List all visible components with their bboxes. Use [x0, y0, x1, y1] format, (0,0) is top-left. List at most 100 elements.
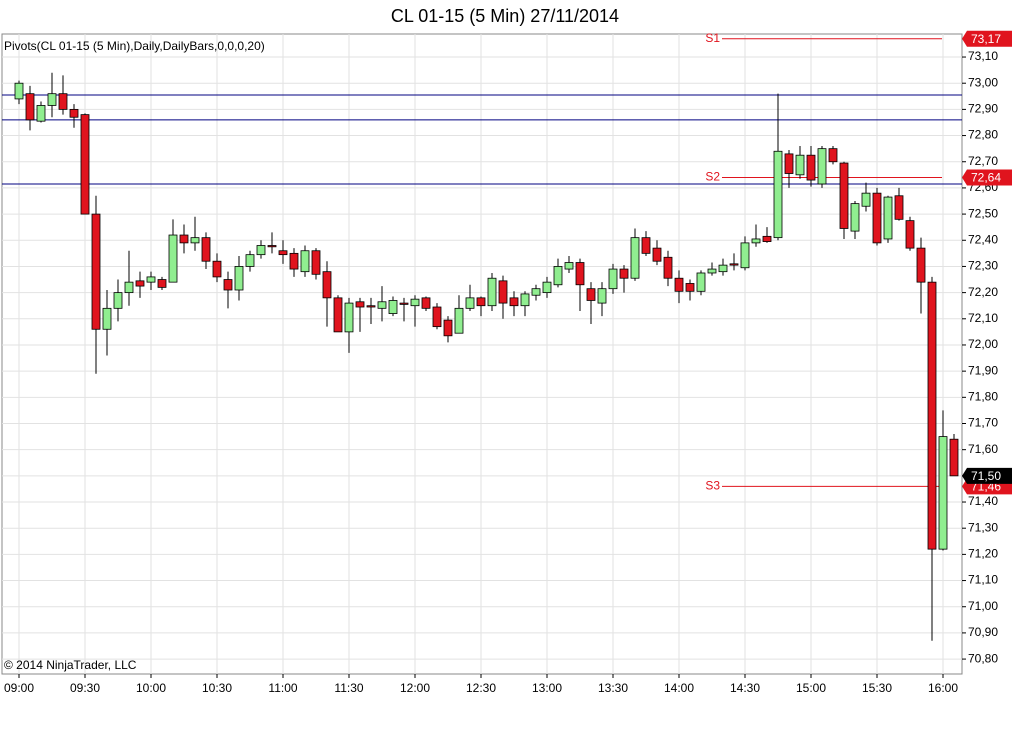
candle-body — [201, 237, 211, 262]
candle-body — [454, 307, 464, 334]
candle-body — [223, 279, 233, 291]
candle-body — [861, 192, 871, 207]
candle-body — [641, 237, 651, 254]
y-tick-label: 72,40 — [968, 232, 998, 246]
y-tick-label: 71,10 — [968, 573, 998, 587]
x-tick-label: 13:00 — [532, 681, 562, 695]
x-tick-label: 10:00 — [136, 681, 166, 695]
candle-body — [399, 302, 409, 305]
candle-body — [619, 268, 629, 279]
candle-body — [718, 264, 728, 273]
marks-layer: S1 S2 S3 — [2, 31, 962, 641]
candle-body — [828, 148, 838, 163]
candle-body — [850, 203, 860, 232]
y-tick-label: 71,60 — [968, 442, 998, 456]
candle-body — [916, 247, 926, 283]
candle-body — [784, 153, 794, 174]
x-tick-label: 14:30 — [730, 681, 760, 695]
candle-body — [927, 281, 937, 550]
candle-body — [190, 237, 200, 244]
candle-body — [729, 263, 739, 266]
candle-body — [102, 307, 112, 330]
y-tick-label: 71,80 — [968, 389, 998, 403]
candle-body — [14, 82, 24, 100]
candle-body — [740, 242, 750, 269]
y-tick-label: 71,20 — [968, 547, 998, 561]
candle-body — [608, 268, 618, 290]
x-tick-label: 15:00 — [796, 681, 826, 695]
x-tick-label: 09:30 — [70, 681, 100, 695]
candle-body — [179, 234, 189, 244]
candle-body — [586, 288, 596, 301]
chart-title: CL 01-15 (5 Min) 27/11/2014 — [391, 6, 619, 26]
candle-body — [905, 220, 915, 249]
candle-body — [58, 93, 68, 110]
candle-body — [355, 301, 365, 308]
candle-body — [652, 247, 662, 262]
candle-body — [388, 300, 398, 314]
candle-body — [80, 114, 90, 215]
x-tick-label: 12:00 — [400, 681, 430, 695]
candle-body — [685, 283, 695, 292]
candle-body — [498, 280, 508, 304]
plot-frame — [1, 33, 963, 675]
candle-body — [146, 276, 156, 283]
y-tick-label: 71,00 — [968, 599, 998, 613]
candle-body — [333, 297, 343, 333]
candle-body — [113, 292, 123, 309]
candle-body — [839, 162, 849, 229]
pivot-tag-text: 72,64 — [971, 171, 1001, 185]
x-tick-label: 15:30 — [862, 681, 892, 695]
candle-body — [707, 268, 717, 274]
x-tick-label: 11:30 — [334, 681, 363, 695]
candle-body — [245, 254, 255, 267]
candle-body — [674, 277, 684, 292]
candle-body — [696, 272, 706, 292]
candle-body — [883, 196, 893, 240]
candle-body — [410, 298, 420, 307]
y-tick-label: 71,70 — [968, 416, 998, 430]
candle-body — [630, 237, 640, 279]
y-tick-label: 73,10 — [968, 49, 998, 63]
pivot-label: S2 — [705, 170, 720, 184]
candle-body — [509, 297, 519, 307]
y-tick-label: 70,90 — [968, 625, 998, 639]
candle-body — [47, 93, 57, 106]
candle-body — [542, 281, 552, 294]
candle-body — [817, 148, 827, 185]
candle-body — [25, 93, 35, 121]
pivot-label: S1 — [705, 31, 720, 45]
candle-body — [762, 235, 772, 242]
pivot-tag-box — [962, 30, 1012, 47]
candle-body — [212, 260, 222, 278]
y-tick-label: 72,90 — [968, 102, 998, 116]
y-tick-label: 72,80 — [968, 128, 998, 142]
candle-body — [157, 279, 167, 288]
x-tick-label: 09:00 — [4, 681, 34, 695]
candle-body — [597, 288, 607, 304]
y-tick-label: 70,80 — [968, 651, 998, 665]
candle-body — [311, 250, 321, 275]
grid-layer: 70,80 70,90 71,00 71,10 71,20 71,30 71,40 71,50… — [2, 34, 998, 695]
x-tick-label: 13:30 — [598, 681, 628, 695]
candle-body — [36, 105, 46, 122]
candle-body — [806, 154, 816, 181]
pivot-label: S3 — [705, 478, 720, 492]
y-tick-label: 72,10 — [968, 311, 998, 325]
candle-body — [432, 306, 442, 328]
candle-body — [322, 271, 332, 299]
candle-body — [773, 150, 783, 239]
pivot-tag-text: 73,17 — [971, 32, 1001, 46]
y-tick-label: 72,70 — [968, 154, 998, 168]
candle-body — [300, 250, 310, 273]
candle-body — [135, 280, 145, 287]
candle-body — [476, 297, 486, 307]
candle-body — [938, 436, 948, 550]
candle-body — [267, 245, 277, 248]
candle-body — [443, 319, 453, 337]
candle-body — [894, 195, 904, 220]
candle-body — [487, 277, 497, 307]
candle-body — [465, 297, 475, 309]
